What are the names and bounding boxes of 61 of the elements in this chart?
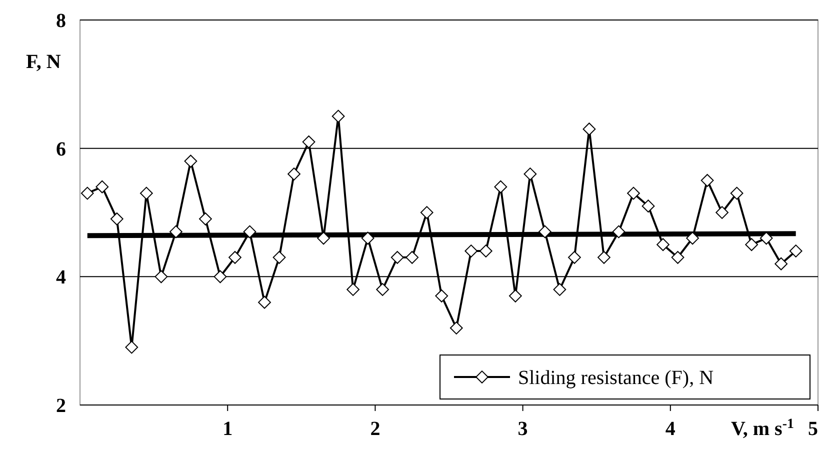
point	[656, 238, 670, 252]
point	[745, 238, 758, 252]
point	[508, 289, 522, 302]
point	[361, 232, 374, 245]
x-tick-label: 5	[808, 418, 818, 440]
point	[96, 180, 109, 194]
point	[435, 289, 448, 302]
point	[553, 283, 566, 296]
x-tick-label: 3	[518, 418, 528, 440]
point	[199, 212, 212, 226]
point	[450, 322, 463, 334]
point	[789, 244, 802, 258]
x-tick-label: 2	[370, 418, 380, 440]
y-tick-label: 4	[56, 266, 66, 289]
point	[686, 232, 699, 245]
point	[642, 200, 655, 213]
point	[406, 250, 419, 264]
point	[730, 186, 744, 200]
x-tick-label: 1	[222, 418, 233, 440]
point	[302, 135, 316, 148]
point	[716, 206, 728, 219]
y-tick-label: 6	[56, 138, 66, 160]
point	[317, 232, 330, 245]
point	[332, 110, 345, 123]
y-axis-title: F, N	[26, 51, 62, 73]
point	[700, 174, 714, 187]
legend-label: Sliding resistance (F), N	[518, 367, 714, 389]
point	[346, 283, 360, 296]
point	[140, 186, 153, 200]
point	[671, 250, 684, 264]
point	[125, 340, 138, 354]
point	[243, 225, 256, 238]
point	[228, 250, 242, 264]
point	[612, 225, 626, 238]
point	[524, 168, 537, 180]
x-axis-title: V, m s$^{-1}$	[731, 416, 794, 440]
point	[272, 250, 286, 264]
point	[760, 232, 773, 245]
point	[80, 186, 94, 200]
point	[627, 186, 640, 200]
point	[582, 122, 596, 136]
point	[538, 225, 552, 238]
point	[288, 168, 300, 180]
point	[214, 270, 227, 284]
point	[390, 250, 404, 264]
point	[184, 154, 198, 168]
point	[598, 250, 610, 264]
point	[170, 225, 182, 238]
point	[464, 244, 478, 258]
point	[420, 206, 434, 219]
point	[110, 212, 124, 226]
x-tick-label: 4	[665, 418, 676, 440]
point	[568, 250, 581, 264]
point	[494, 180, 508, 194]
point	[774, 257, 788, 270]
point	[376, 283, 390, 296]
point	[154, 270, 168, 284]
point	[258, 296, 271, 309]
point	[479, 244, 492, 258]
y-tick-label: 2	[56, 395, 66, 417]
y-tick-label: 8	[56, 10, 66, 32]
